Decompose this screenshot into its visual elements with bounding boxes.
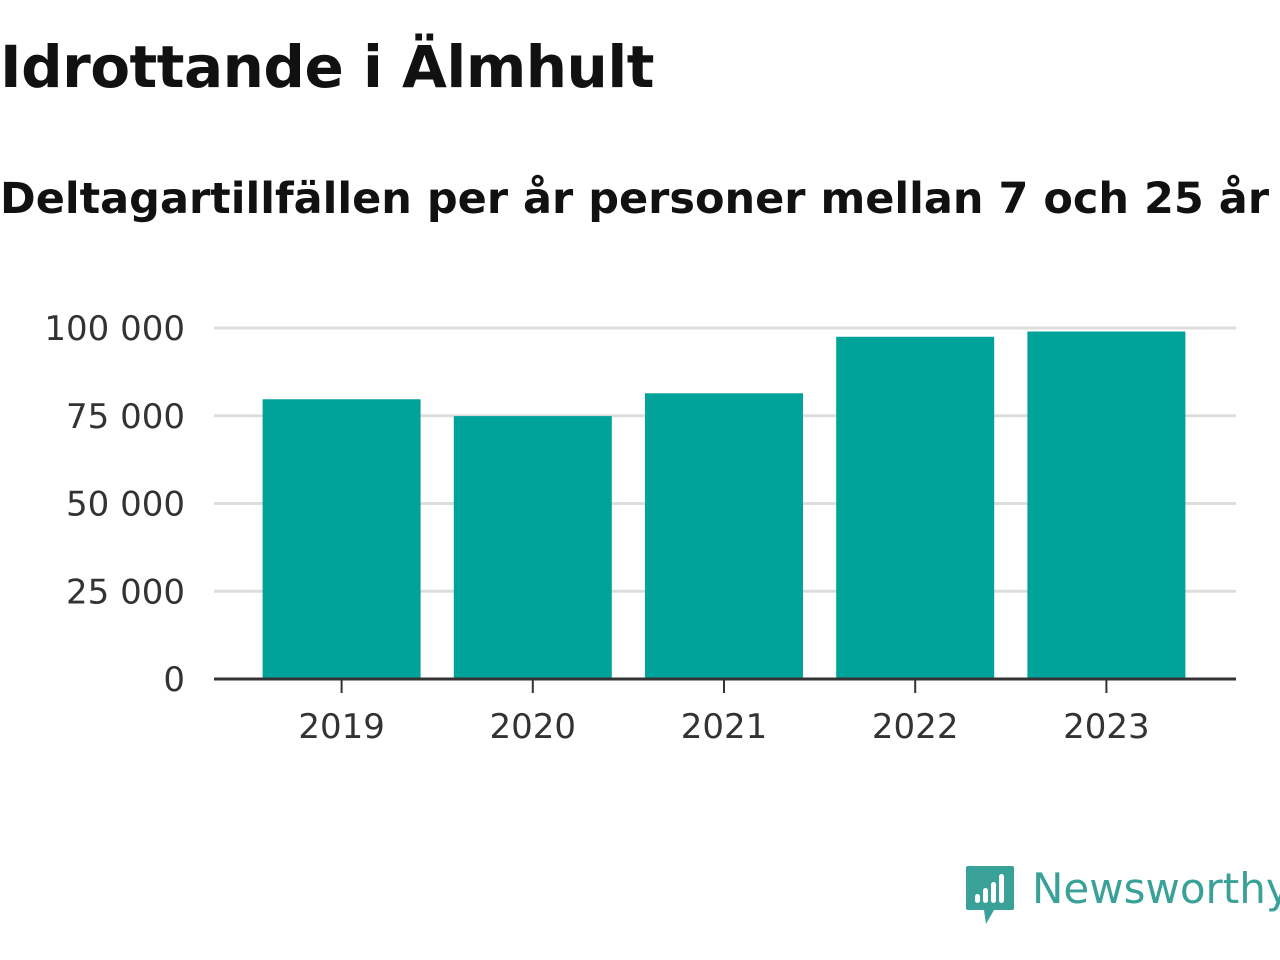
chart-title: Idrottande i Älmhult (0, 33, 654, 101)
bar-2022 (836, 336, 995, 679)
x-tick-label: 2022 (872, 707, 959, 747)
y-tick-label: 50 000 (66, 485, 185, 525)
bar-2023 (1027, 331, 1186, 679)
bar-2020 (453, 416, 612, 679)
x-tick-label: 2021 (681, 707, 768, 747)
chart-subtitle: Deltagartillfällen per år personer mella… (0, 174, 1270, 224)
y-axis-tick-labels: 0 25 000 50 000 75 000 100 000 (44, 309, 185, 700)
y-tick-label: 0 (163, 660, 185, 700)
brand[interactable]: Newsworthy (964, 864, 1280, 926)
x-axis (214, 677, 1236, 693)
bar-2021 (645, 393, 803, 679)
x-tick-label: 2020 (490, 707, 577, 747)
bar-2019 (262, 399, 421, 679)
x-axis-tick-labels: 2019 2020 2021 2022 2023 (298, 707, 1149, 747)
bars (262, 331, 1186, 679)
x-tick-label: 2019 (298, 707, 385, 747)
y-tick-label: 100 000 (44, 309, 185, 349)
y-tick-label: 25 000 (66, 572, 185, 612)
y-tick-label: 75 000 (66, 397, 185, 437)
brand-name: Newsworthy (1032, 864, 1280, 913)
newsworthy-logo-icon (966, 866, 1014, 924)
x-tick-label: 2023 (1063, 707, 1150, 747)
